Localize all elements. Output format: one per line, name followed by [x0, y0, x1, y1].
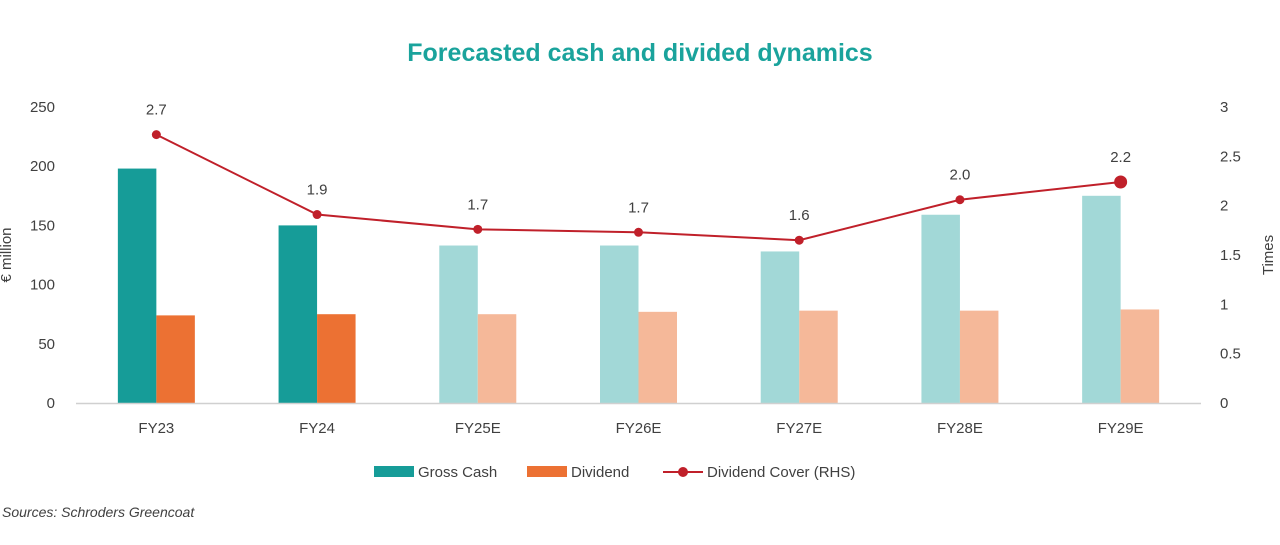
y2-axis-label: Times [1260, 235, 1277, 275]
y2-tick-label: 0.5 [1220, 346, 1241, 363]
x-tick-label: FY29E [1098, 420, 1144, 437]
dividend-cover-data-label: 1.7 [628, 199, 649, 216]
bar-dividend [317, 314, 356, 403]
y-tick-label: 250 [30, 99, 55, 116]
legend-marker-dividend-cover [678, 467, 688, 477]
bar-dividend [477, 314, 517, 403]
y-tick-label: 150 [30, 217, 55, 234]
y2-tick-label: 2 [1220, 198, 1228, 215]
bar-dividend [1120, 309, 1160, 403]
x-tick-label: FY23 [138, 420, 174, 437]
y-tick-label: 200 [30, 158, 55, 175]
dividend-cover-data-label: 1.9 [307, 182, 328, 199]
bar-gross-cash [1082, 195, 1121, 403]
legend-label-dividend-cover: Dividend Cover (RHS) [707, 464, 855, 481]
dividend-cover-point [634, 227, 643, 237]
y2-tick-label: 3 [1220, 99, 1228, 116]
legend-swatch-dividend [527, 466, 567, 477]
bar-dividend [156, 315, 195, 403]
bar-gross-cash [278, 225, 318, 403]
dividend-cover-point [955, 195, 965, 205]
y2-tick-label: 1 [1220, 296, 1228, 313]
y2-tick-label: 1.5 [1220, 247, 1241, 264]
bar-gross-cash [600, 245, 639, 403]
dividend-cover-line [155, 133, 1121, 242]
bar-dividend [959, 310, 999, 403]
y-axis-label: € million [0, 227, 15, 282]
dividend-cover-data-label: 2.7 [146, 102, 167, 119]
x-tick-label: FY25E [455, 420, 501, 437]
y-tick-label: 100 [30, 277, 55, 294]
legend-label-dividend: Dividend [571, 464, 629, 481]
chart-title: Forecasted cash and divided dynamics [407, 39, 872, 67]
dividend-cover-point [1114, 175, 1128, 189]
dividend-cover-point [794, 235, 804, 245]
bar-gross-cash [117, 168, 157, 403]
bar-gross-cash [439, 245, 478, 403]
y-tick-label: 50 [38, 336, 55, 353]
x-tick-label: FY28E [937, 420, 983, 437]
bar-gross-cash [760, 251, 800, 403]
source-note: Sources: Schroders Greencoat [2, 504, 195, 520]
dividend-cover-data-label: 1.7 [467, 196, 488, 213]
dividend-cover-data-label: 2.0 [949, 167, 970, 184]
legend-label-gross-cash: Gross Cash [418, 464, 497, 481]
y-tick-label: 0 [47, 395, 55, 412]
dividend-cover-point [473, 224, 483, 234]
y2-tick-label: 2.5 [1220, 148, 1241, 165]
dividend-cover-data-label: 1.6 [789, 207, 810, 224]
dividend-cover-point [151, 130, 161, 140]
x-tick-label: FY26E [616, 420, 662, 437]
x-tick-label: FY24 [299, 420, 335, 437]
legend-swatch-gross-cash [374, 466, 414, 477]
bar-dividend [799, 310, 838, 403]
bar-gross-cash [921, 214, 960, 403]
x-tick-label: FY27E [776, 420, 822, 437]
dividend-cover-data-label: 2.2 [1110, 149, 1131, 166]
bar-dividend [638, 311, 677, 403]
dividend-cover-point [312, 210, 322, 220]
legend: Gross Cash Dividend Dividend Cover (RHS) [374, 464, 855, 481]
y2-tick-label: 0 [1220, 395, 1228, 412]
